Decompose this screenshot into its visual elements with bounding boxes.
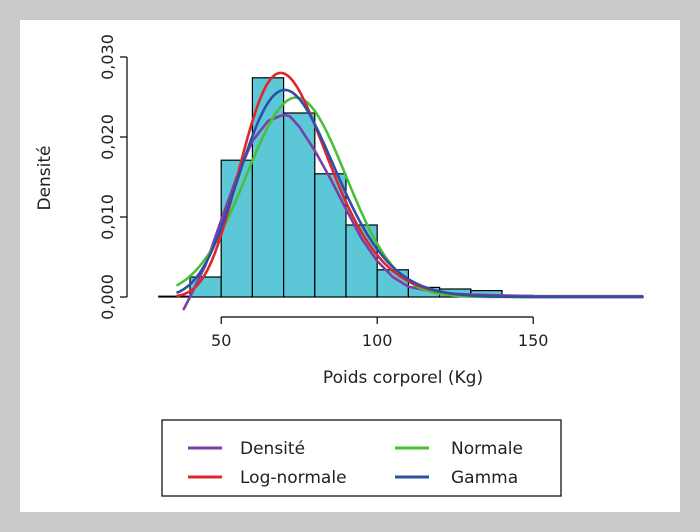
axes: 0,000 0,010 0,020 0,030 50 100 150 Poids corpor… (35, 34, 548, 388)
curve-gamma (176, 88, 644, 299)
histogram-bar (314, 173, 347, 298)
x-axis-title: Poids corporel (Kg) (323, 368, 483, 388)
x-tick-label: 100 (362, 331, 393, 350)
histogram-bars (158, 77, 628, 298)
legend-label: Gamma (451, 468, 518, 488)
y-axis-title: Densité (35, 145, 55, 210)
x-tick-label: 150 (518, 331, 549, 350)
histogram-bar (283, 112, 316, 298)
y-tick-label: 0,020 (98, 114, 117, 160)
legend: Densité Normale Log-normale Gamma (161, 419, 562, 497)
histogram-bar (251, 77, 285, 298)
fitted-curves (176, 71, 644, 311)
density-chart: 0,000 0,010 0,020 0,030 50 100 150 Poids corpor… (35, 34, 644, 497)
legend-label: Densité (240, 439, 305, 459)
y-tick-label: 0,030 (98, 34, 117, 80)
legend-label: Log-normale (240, 468, 347, 488)
y-tick-label: 0,000 (98, 274, 117, 320)
legend-box (161, 419, 562, 497)
chart-panel: 0,000 0,010 0,020 0,030 50 100 150 Poids corpor… (20, 20, 680, 512)
histogram-bar (158, 295, 191, 298)
legend-label: Normale (451, 439, 523, 459)
y-tick-label: 0,010 (98, 194, 117, 240)
x-tick-label: 50 (211, 331, 231, 350)
